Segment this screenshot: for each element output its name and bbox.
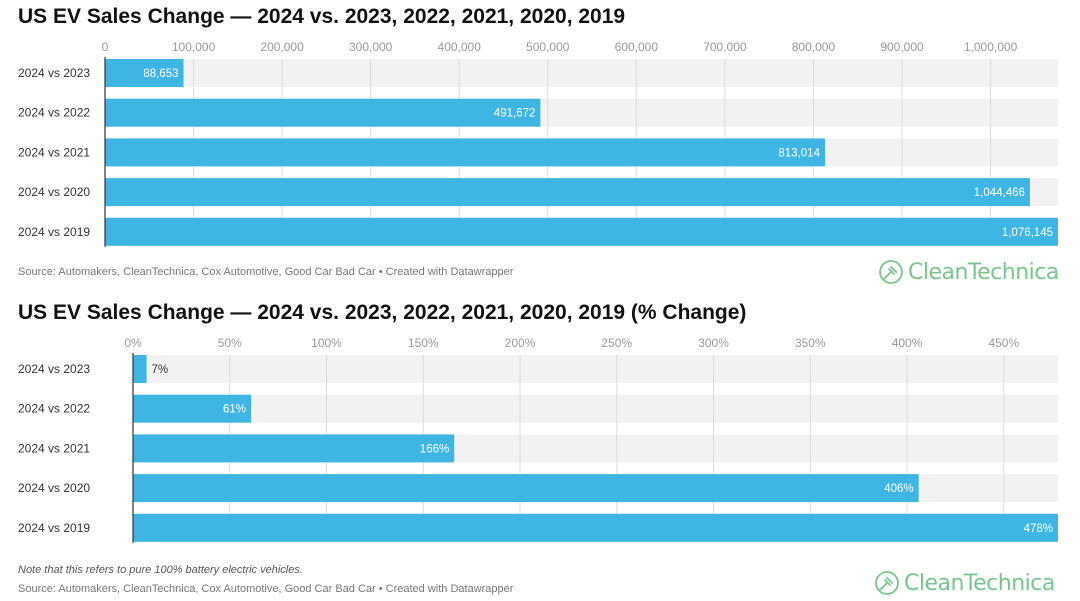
x-tick-label: 100,000 (172, 40, 216, 54)
bar (105, 217, 1058, 246)
x-tick-label: 150% (408, 336, 439, 350)
value-label: 1,076,145 (1002, 227, 1053, 239)
value-label: 406% (884, 483, 913, 495)
bar-track (105, 59, 1058, 87)
x-tick-label: 0 (102, 40, 109, 54)
value-label: 88,653 (143, 68, 178, 80)
x-tick-label: 250% (601, 336, 632, 350)
plug-leaf-icon (875, 571, 899, 595)
cleantechnica-logo: CleanTechnica (874, 570, 1055, 596)
x-tick-label: 100% (311, 336, 342, 350)
bar (105, 98, 541, 127)
bar (105, 59, 184, 87)
category-label: 2024 vs 2019 (18, 225, 90, 239)
chart-title: US EV Sales Change — 2024 vs. 2023, 2022… (18, 5, 626, 28)
value-label: 61% (223, 404, 246, 416)
category-label: 2024 vs 2023 (18, 66, 90, 80)
chart-source: Source: Automakers, CleanTechnica, Cox A… (18, 266, 514, 278)
plug-leaf-icon (879, 260, 903, 284)
bar-chart-percent: 0% 50% 100% 150% 200% 250% 300% 350% 400% 450% 202… (18, 336, 1058, 543)
chart-source: Source: Automakers, CleanTechnica, Cox A… (18, 583, 514, 595)
bar-chart-absolute: 0 100,000 200,000 300,000 400,000 500,000 600,… (18, 40, 1058, 247)
category-label: 2024 vs 2023 (18, 362, 90, 376)
logo-text: CleanTechnica (904, 570, 1055, 596)
x-tick-label: 500,000 (526, 40, 570, 54)
x-tick-label: 900,000 (880, 40, 924, 54)
value-label: 478% (1024, 523, 1053, 535)
category-label: 2024 vs 2021 (18, 145, 90, 159)
value-label: 491,672 (494, 108, 536, 120)
x-tick-label: 1,000,000 (964, 40, 1018, 54)
bar (133, 474, 919, 503)
x-tick-label: 800,000 (792, 40, 836, 54)
category-label: 2024 vs 2020 (18, 481, 90, 495)
value-label: 7% (152, 364, 169, 376)
cleantechnica-logo: CleanTechnica (878, 259, 1059, 285)
category-label: 2024 vs 2022 (18, 402, 90, 416)
x-tick-label: 400% (892, 336, 923, 350)
category-label: 2024 vs 2020 (18, 185, 90, 199)
x-tick-label: 600,000 (615, 40, 659, 54)
value-label: 166% (420, 443, 449, 455)
x-tick-label: 350% (795, 336, 826, 350)
category-label: 2024 vs 2019 (18, 521, 90, 535)
x-tick-label: 0% (124, 336, 142, 350)
x-tick-label: 50% (218, 336, 242, 350)
x-tick-label: 400,000 (438, 40, 482, 54)
bar (105, 138, 825, 167)
x-tick-label: 200,000 (260, 40, 304, 54)
value-label: 813,014 (778, 147, 820, 159)
bar (133, 434, 455, 463)
bar-track (133, 355, 1058, 383)
logo-text: CleanTechnica (908, 259, 1059, 285)
bar-track (133, 394, 1058, 423)
chart-note: Note that this refers to pure 100% batte… (18, 564, 303, 576)
bar (105, 178, 1030, 207)
x-tick-label: 300,000 (349, 40, 393, 54)
category-label: 2024 vs 2021 (18, 441, 90, 455)
x-tick-label: 300% (698, 336, 729, 350)
bar (133, 513, 1058, 542)
value-label: 1,044,466 (974, 187, 1025, 199)
bar (133, 394, 252, 423)
x-tick-label: 200% (505, 336, 536, 350)
category-label: 2024 vs 2022 (18, 106, 90, 120)
bar (133, 355, 147, 383)
x-tick-label: 700,000 (703, 40, 747, 54)
chart-title: US EV Sales Change — 2024 vs. 2023, 2022… (18, 301, 747, 324)
x-tick-label: 450% (988, 336, 1019, 350)
